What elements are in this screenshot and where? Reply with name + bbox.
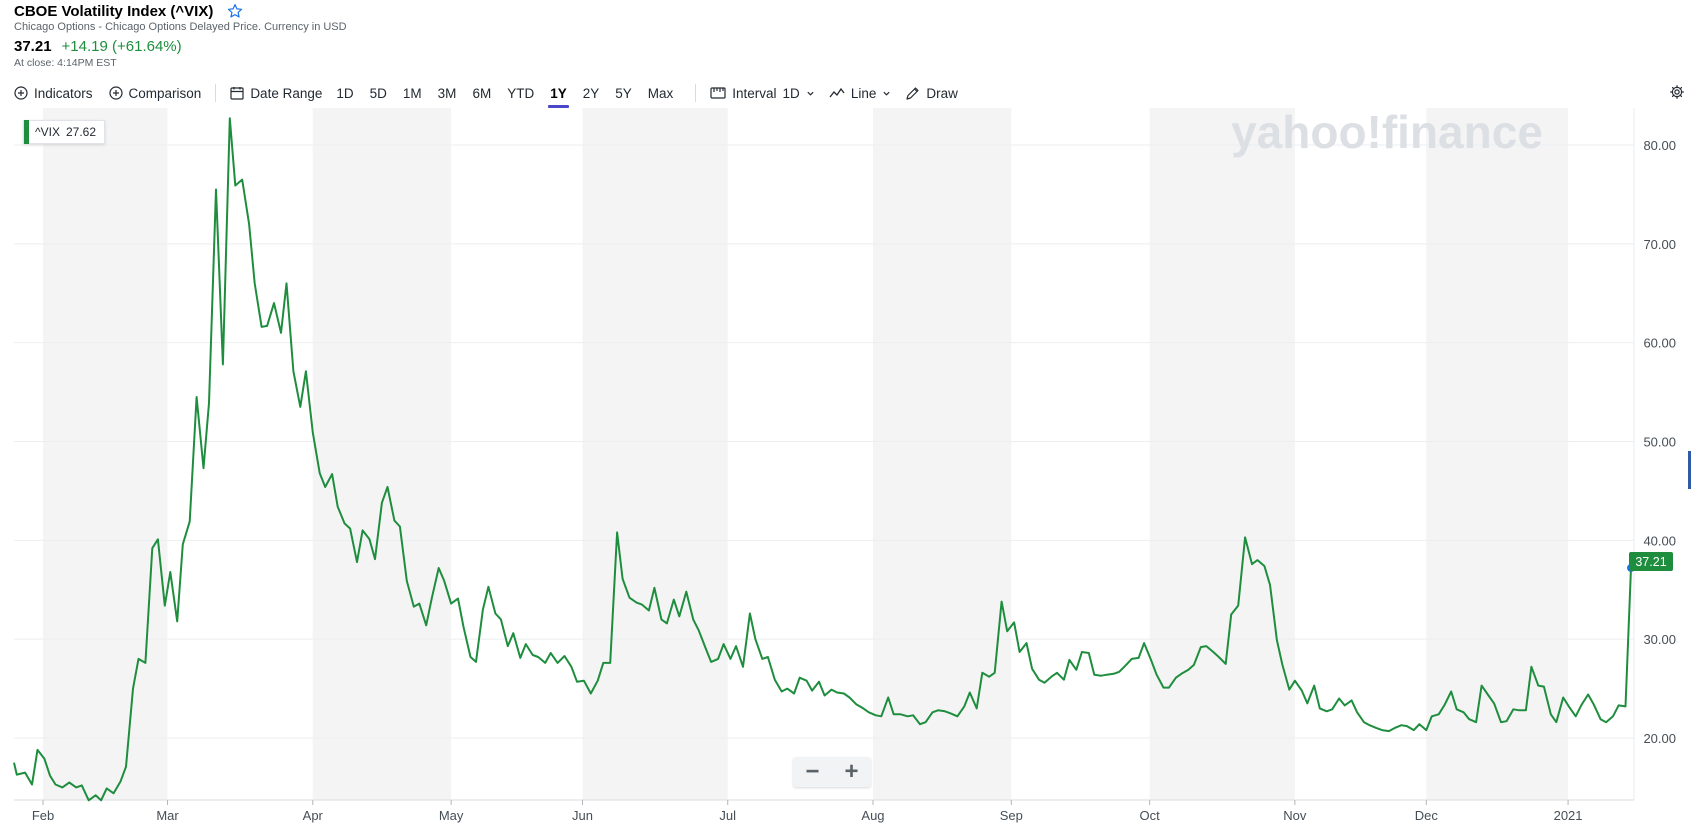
chart-type-button[interactable]: Line xyxy=(829,86,892,101)
y-tick-label: 50.00 xyxy=(1643,435,1676,450)
draw-label: Draw xyxy=(926,85,958,101)
x-tick-label: May xyxy=(439,808,464,823)
current-price: 37.21 xyxy=(14,38,52,55)
zoom-out-button[interactable]: − xyxy=(805,758,820,785)
legend-value: 27.62 xyxy=(65,125,97,139)
watermark-logo: yahoo!finance xyxy=(1231,108,1543,158)
comparison-label: Comparison xyxy=(128,85,202,101)
line-chart-icon xyxy=(829,87,845,98)
legend-symbol: ^VIX xyxy=(35,125,60,139)
indicators-label: Indicators xyxy=(34,85,93,101)
gear-icon[interactable] xyxy=(1669,84,1685,103)
y-tick-label: 80.00 xyxy=(1643,138,1676,153)
range-5y[interactable]: 5Y xyxy=(615,85,632,101)
page-title: CBOE Volatility Index (^VIX) xyxy=(14,2,214,20)
exchange-subtitle: Chicago Options - Chicago Options Delaye… xyxy=(14,21,347,33)
y-tick-label: 40.00 xyxy=(1643,533,1676,548)
range-3m[interactable]: 3M xyxy=(437,85,457,101)
divider xyxy=(215,84,217,102)
zoom-controls: − + xyxy=(793,757,871,787)
indicators-button[interactable]: Indicators xyxy=(14,86,93,101)
month-band xyxy=(312,108,452,800)
last-price-label: 37.21 xyxy=(1629,552,1673,571)
interval-button[interactable]: Interval 1D xyxy=(710,86,815,101)
price-chart[interactable]: yahoo!finance 20.00 30.00 40.00 50.00 60.00 7… xyxy=(0,106,1691,826)
chart-toolbar: Indicators Comparison Date Range 1D 5D 1… xyxy=(14,80,1691,108)
ruler-icon xyxy=(710,87,726,99)
month-band xyxy=(43,108,168,800)
month-band xyxy=(1426,108,1569,800)
x-tick-label: Dec xyxy=(1415,808,1439,823)
y-tick-label: 70.00 xyxy=(1643,237,1676,252)
range-max[interactable]: Max xyxy=(647,85,674,101)
series-line xyxy=(13,117,1632,802)
y-tick-label: 20.00 xyxy=(1643,731,1676,746)
pencil-icon xyxy=(906,86,919,100)
x-tick-label: Oct xyxy=(1140,808,1161,823)
chart-canvas[interactable]: yahoo!finance 20.00 30.00 40.00 50.00 60.00 7… xyxy=(0,106,1691,826)
range-5d[interactable]: 5D xyxy=(369,85,387,101)
close-time: At close: 4:14PM EST xyxy=(14,57,117,69)
panel-handle[interactable] xyxy=(1688,451,1691,489)
range-1d[interactable]: 1D xyxy=(336,85,354,101)
date-range-button[interactable]: Date Range xyxy=(230,86,322,101)
x-tick-label: Apr xyxy=(303,808,324,823)
quote-header: CBOE Volatility Index (^VIX) Chicago Opt… xyxy=(14,2,914,70)
interval-label: Interval xyxy=(732,85,777,101)
x-tick-label: Jun xyxy=(572,808,593,823)
chevron-down-icon xyxy=(883,91,890,96)
star-icon[interactable] xyxy=(227,3,243,19)
legend-tag[interactable]: ^VIX 27.62 xyxy=(23,120,106,144)
divider xyxy=(695,84,697,102)
y-tick-label: 60.00 xyxy=(1643,336,1676,351)
chevron-down-icon xyxy=(807,91,814,96)
range-1y[interactable]: 1Y xyxy=(542,80,575,108)
plus-circle-icon xyxy=(14,86,28,100)
range-6m[interactable]: 6M xyxy=(472,85,492,101)
legend-color-swatch xyxy=(24,120,29,144)
date-range-label: Date Range xyxy=(250,85,323,101)
x-tick-label: Nov xyxy=(1283,808,1307,823)
x-tick-label: Feb xyxy=(32,808,54,823)
month-band xyxy=(1149,108,1295,800)
range-2y[interactable]: 2Y xyxy=(582,85,600,101)
interval-value: 1D xyxy=(782,85,800,101)
range-ytd[interactable]: YTD xyxy=(507,85,535,101)
y-tick-label: 30.00 xyxy=(1643,632,1676,647)
comparison-button[interactable]: Comparison xyxy=(108,85,202,101)
plus-circle-icon xyxy=(108,86,123,100)
x-tick-label: 2021 xyxy=(1554,808,1583,823)
x-tick-label: Aug xyxy=(861,808,884,823)
x-tick-label: Sep xyxy=(1000,808,1023,823)
x-tick-label: Mar xyxy=(156,808,179,823)
chart-type-label: Line xyxy=(850,85,877,101)
month-band xyxy=(582,108,728,800)
price-change: +14.19 (+61.64%) xyxy=(61,38,182,55)
month-band xyxy=(872,108,1012,800)
zoom-in-button[interactable]: + xyxy=(844,758,859,785)
draw-button[interactable]: Draw xyxy=(905,86,958,101)
x-tick-label: Jul xyxy=(719,808,736,823)
range-1m[interactable]: 1M xyxy=(402,85,422,101)
calendar-icon xyxy=(230,87,244,100)
